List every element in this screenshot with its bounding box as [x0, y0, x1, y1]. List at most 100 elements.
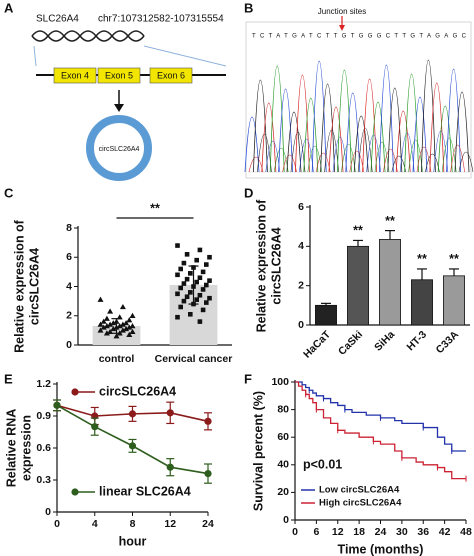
trace-peak: [345, 92, 361, 173]
panel-label: D: [244, 185, 253, 200]
data-point: [126, 324, 133, 330]
panel-label: F: [244, 371, 252, 386]
circ-label: circSLC26A4: [99, 146, 140, 153]
data-point: [204, 300, 209, 305]
significance: **: [385, 214, 395, 228]
trace-frame: [245, 21, 472, 179]
data-point: [188, 290, 193, 295]
trace-peak: [290, 132, 306, 173]
trace-peak: [433, 131, 449, 173]
trace-peak: [244, 116, 260, 173]
x-tick-label: SiHa: [372, 328, 397, 353]
trace-peak: [349, 150, 365, 173]
x-axis-label: Time (months): [338, 542, 424, 556]
y-tick-label: 6: [298, 201, 304, 213]
trace-peak: [253, 79, 268, 173]
data-point: [200, 307, 206, 313]
trace-peak: [421, 59, 436, 173]
trace-peak: [269, 65, 285, 173]
data-point: [123, 320, 130, 326]
legend-label: Low circSLC26A4: [319, 485, 400, 496]
trace-peak: [362, 78, 377, 173]
data-point: [204, 470, 212, 478]
exon-box: [53, 67, 97, 84]
y-tick-label: 80: [277, 403, 289, 415]
trace-peak: [328, 106, 344, 173]
data-point: [178, 285, 183, 291]
dna-strand: [31, 30, 145, 42]
data-point: [175, 314, 180, 320]
y-tick-label: 20: [277, 486, 289, 498]
y-tick-label: 0.6: [36, 442, 51, 454]
x-tick-label: 36: [417, 526, 429, 538]
legend-label: circSLC26A4: [99, 384, 176, 398]
trace-peak: [416, 147, 432, 173]
data-point: [191, 301, 196, 307]
data-point: [184, 276, 190, 282]
data-point: [116, 330, 123, 336]
bar: [379, 239, 401, 326]
trace-peak: [265, 140, 281, 173]
x-tick-label: HT-3: [405, 328, 430, 353]
trace-peak: [387, 87, 403, 173]
y-tick-label: 0.9: [36, 410, 51, 422]
zoom-line: [143, 45, 227, 67]
y-tick-label: 4: [66, 280, 72, 292]
trace-peak: [425, 153, 440, 173]
y-tick-label: 0: [283, 514, 289, 526]
legend-label: linear SLC26A4: [99, 484, 191, 498]
data-point: [204, 282, 209, 288]
trace-peak: [450, 145, 465, 173]
trace-peak: [446, 68, 461, 173]
y-tick-label: 2: [66, 310, 72, 322]
data-point: [129, 328, 136, 335]
y-axis-label: circSLC26A4: [27, 248, 41, 325]
y-tick-label: 0.3: [36, 474, 51, 486]
data-point: [97, 321, 104, 327]
x-tick-label: 24: [375, 526, 387, 538]
data-point: [123, 325, 130, 332]
data-point: [181, 281, 187, 286]
trace-peak: [399, 133, 415, 173]
data-point: [200, 287, 206, 292]
data-point: [110, 320, 117, 326]
data-point: [178, 304, 183, 310]
x-tick-label: 12: [332, 526, 344, 538]
y-tick-label: 2: [298, 279, 304, 291]
data-point: [97, 327, 104, 333]
x-tick-label: 18: [353, 526, 365, 538]
arrow-head: [114, 104, 124, 112]
data-point: [191, 284, 196, 289]
data-point: [97, 296, 104, 302]
data-point: [113, 318, 120, 324]
trace-peak: [437, 105, 453, 173]
y-axis-label: Relative expression of: [12, 219, 26, 353]
x-tick-label: 6: [313, 526, 319, 538]
trace-peak: [353, 115, 369, 173]
data-point: [119, 303, 126, 310]
bar: [347, 245, 369, 326]
trace-peak: [379, 64, 394, 173]
p-value: p<0.01: [303, 457, 342, 471]
y-tick-label: 8: [66, 222, 72, 234]
exon-label: Exon 4: [61, 70, 89, 80]
trace-peak: [282, 154, 297, 173]
data-point: [113, 333, 120, 339]
trace-peak: [374, 141, 390, 173]
data-point: [107, 328, 114, 335]
data-point: [107, 321, 114, 327]
trace-peak: [299, 138, 314, 173]
data-point: [116, 322, 123, 329]
x-tick-label: 0: [54, 518, 60, 530]
data-point: [129, 312, 136, 318]
data-point: [129, 322, 136, 329]
trace: [244, 59, 474, 173]
bar: [411, 279, 433, 326]
y-axis-label: Survival percent (%): [251, 391, 265, 511]
y-tick-label: 0: [298, 319, 304, 331]
y-axis-label: Relative RNA: [4, 409, 18, 488]
panel-label: A: [4, 0, 14, 15]
junction-arrow-head: [339, 25, 345, 31]
trace-peak: [412, 96, 428, 173]
panel-label: B: [244, 0, 253, 15]
